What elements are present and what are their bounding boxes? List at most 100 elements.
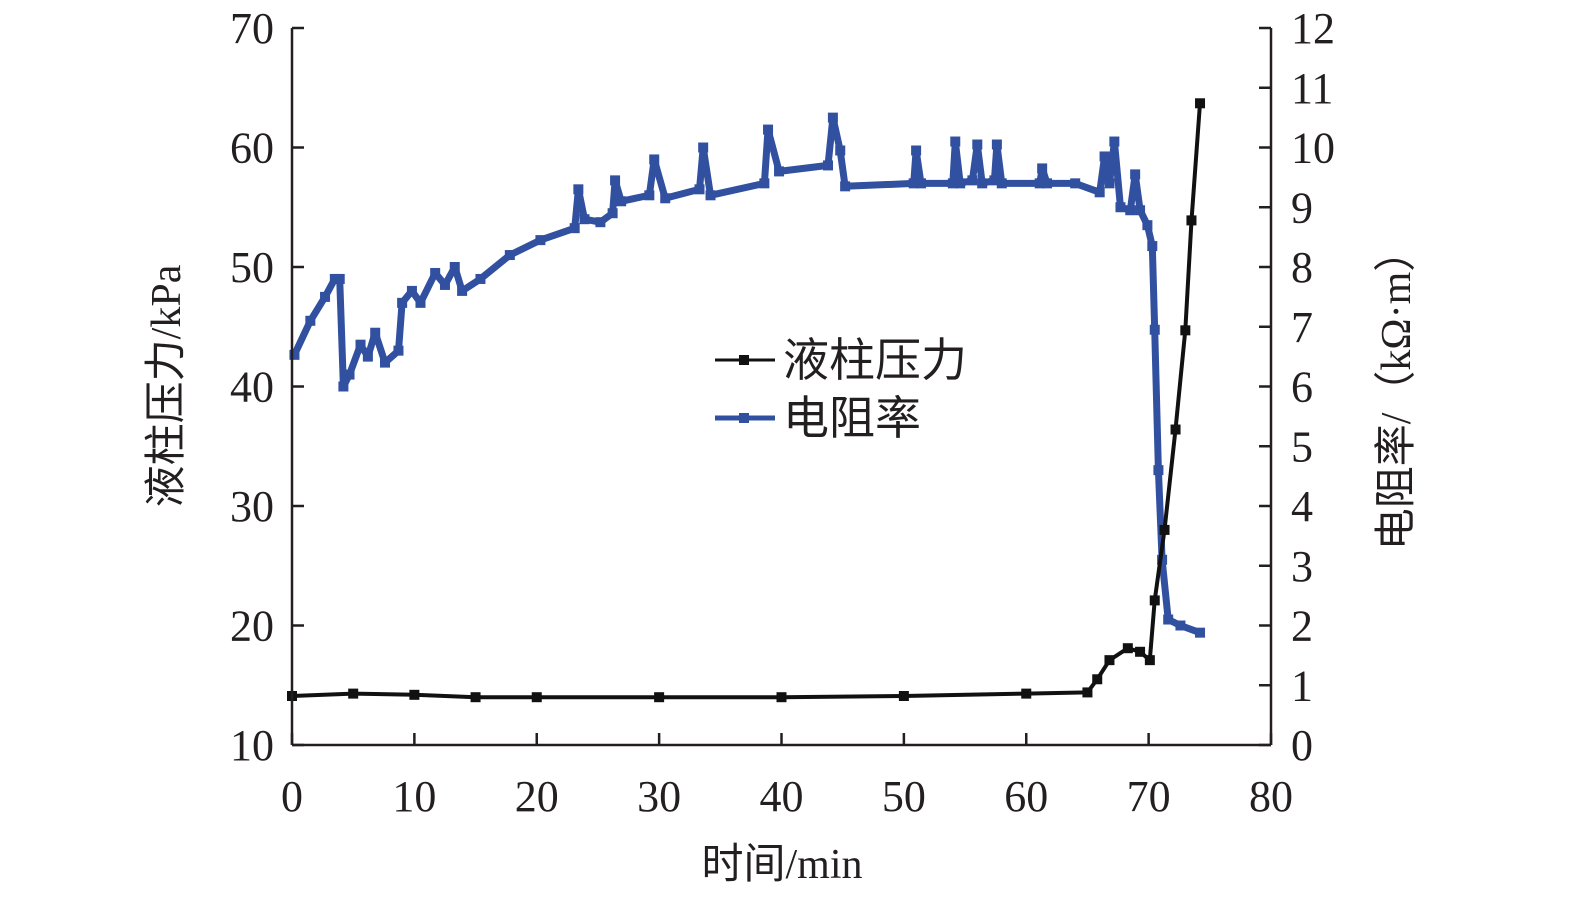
x-tick-label: 60 — [1004, 772, 1048, 821]
pressure-point — [1021, 688, 1032, 699]
y-left-tick-label: 70 — [230, 4, 274, 53]
pressure-point — [1180, 325, 1191, 336]
resistivity-point — [579, 214, 590, 225]
resistivity-point — [977, 178, 988, 189]
resistivity-point — [1042, 178, 1053, 189]
resistivity-point — [320, 291, 331, 302]
resistivity-point — [950, 136, 961, 147]
y-left-tick-label: 60 — [230, 124, 274, 173]
x-tick-label: 70 — [1127, 772, 1171, 821]
pressure-point — [1195, 98, 1206, 109]
resistivity-point — [660, 193, 671, 204]
resistivity-point — [1034, 178, 1045, 189]
legend-pressure-label: 液柱压力 — [783, 335, 967, 386]
resistivity-point — [1163, 614, 1174, 625]
resistivity-point — [1195, 627, 1206, 638]
resistivity-point — [1037, 163, 1048, 174]
resistivity-point — [457, 285, 468, 296]
pressure-point — [1186, 215, 1197, 226]
resistivity-point — [1070, 178, 1081, 189]
pressure-point — [1082, 687, 1093, 698]
resistivity-point — [595, 217, 606, 228]
y-right-tick-label: 2 — [1291, 602, 1313, 651]
y-left-tick-label: 30 — [230, 482, 274, 531]
x-tick-label: 40 — [760, 772, 804, 821]
y-left-tick-label: 50 — [230, 243, 274, 292]
pressure-point — [1092, 674, 1103, 685]
resistivity-point — [991, 139, 1002, 150]
resistivity-point — [644, 190, 655, 201]
resistivity-point — [1149, 324, 1160, 335]
resistivity-point — [305, 315, 316, 326]
pressure-point — [409, 689, 420, 700]
resistivity-point — [649, 154, 660, 165]
y-left-axis-label: 液柱压力/kPa — [144, 264, 190, 507]
resistivity-point — [835, 145, 846, 156]
pressure-point — [1159, 524, 1170, 535]
resistivity-point — [955, 178, 966, 189]
resistivity-point — [439, 279, 450, 290]
x-tick-label: 30 — [637, 772, 681, 821]
resistivity-point — [1104, 178, 1115, 189]
resistivity-point — [911, 145, 922, 156]
pressure-point — [1149, 595, 1160, 606]
resistivity-point — [397, 297, 408, 308]
resistivity-point — [827, 112, 838, 123]
resistivity-point — [430, 267, 441, 278]
resistivity-point — [535, 235, 546, 246]
pressure-series — [287, 98, 1206, 703]
pressure-point — [654, 692, 665, 703]
pressure-point — [1104, 655, 1115, 666]
x-axis-label: 时间/min — [701, 842, 862, 888]
resistivity-point — [774, 166, 785, 177]
y-left-tick-label: 10 — [230, 721, 274, 770]
resistivity-point — [967, 175, 978, 186]
x-tick-label: 20 — [515, 772, 559, 821]
resistivity-point — [1175, 620, 1186, 631]
resistivity-point — [823, 160, 834, 171]
resistivity-point — [415, 297, 426, 308]
pressure-point — [1144, 655, 1155, 666]
resistivity-point — [334, 273, 345, 284]
x-tick-label: 0 — [281, 772, 303, 821]
resistivity-point — [705, 190, 716, 201]
axes: 0 10 20 30 40 50 60 70 8010203040506070012345678… — [230, 4, 1335, 821]
resistivity-point — [393, 345, 404, 356]
resistivity-point — [763, 124, 774, 135]
legend-pressure-marker — [739, 355, 749, 365]
y-left-tick-label: 40 — [230, 363, 274, 412]
resistivity-point — [573, 184, 584, 195]
resistivity-point — [344, 369, 355, 380]
resistivity-point — [908, 178, 919, 189]
y-right-tick-label: 12 — [1291, 4, 1335, 53]
resistivity-point — [1130, 169, 1141, 180]
pressure-point — [1122, 643, 1133, 654]
resistivity-point — [840, 181, 851, 192]
pressure-point — [898, 691, 909, 702]
x-tick-label: 50 — [882, 772, 926, 821]
resistivity-point — [1099, 151, 1110, 162]
resistivity-point — [406, 285, 417, 296]
y-right-tick-label: 4 — [1291, 482, 1313, 531]
resistivity-point — [996, 178, 1007, 189]
resistivity-line — [291, 114, 1202, 636]
resistivity-point — [610, 175, 621, 186]
resistivity-point — [355, 339, 366, 350]
resistivity-point — [972, 139, 983, 150]
pressure-point — [1170, 424, 1181, 435]
resistivity-point — [694, 184, 705, 195]
resistivity-point — [1153, 465, 1164, 476]
resistivity-point — [1147, 241, 1158, 252]
y-right-tick-label: 5 — [1291, 422, 1313, 471]
resistivity-point — [916, 178, 927, 189]
resistivity-point — [616, 196, 627, 207]
pressure-point — [348, 688, 359, 699]
pressure-point — [470, 692, 481, 703]
resistivity-point — [759, 178, 770, 189]
resistivity-point — [569, 223, 580, 234]
resistivity-point — [989, 175, 1000, 186]
resistivity-point — [338, 381, 349, 392]
resistivity-point — [1094, 187, 1105, 198]
resistivity-point — [362, 351, 373, 362]
